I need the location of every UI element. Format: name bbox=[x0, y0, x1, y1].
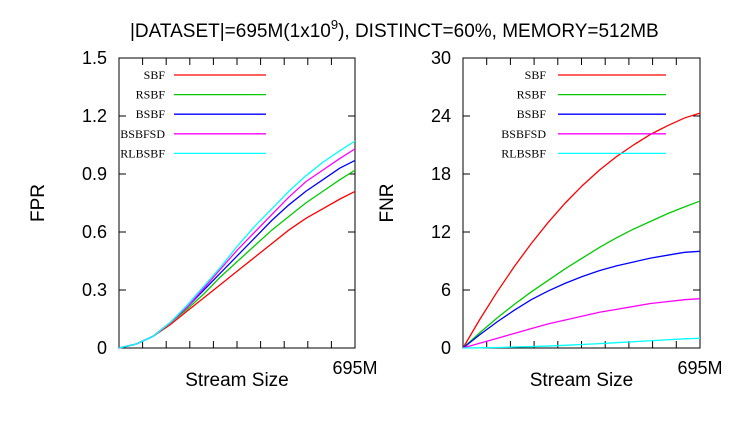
series-line-rlbsbf bbox=[118, 140, 356, 349]
series-line-rlbsbf bbox=[462, 337, 701, 349]
legend-label-bsbf: BSBF bbox=[136, 107, 166, 121]
y-tick-label: 1.2 bbox=[82, 106, 107, 126]
y-tick-label: 6 bbox=[441, 280, 451, 300]
x-axis-label: Stream Size bbox=[185, 370, 288, 391]
series-line-rsbf bbox=[118, 169, 356, 349]
y-tick-label: 0 bbox=[97, 338, 107, 358]
series-line-bsbf bbox=[462, 250, 701, 349]
x-tick-label: 695M bbox=[332, 358, 377, 378]
series-line-sbf bbox=[118, 190, 356, 349]
y-tick-label: 30 bbox=[431, 48, 451, 68]
y-tick-label: 0.9 bbox=[82, 164, 107, 184]
fnr-chart: 0 6 12 18 24 30 695M Stream Size FNR SBF RSBF BSBF B… bbox=[377, 48, 723, 391]
legend-label-rlbsbf: RLBSBF bbox=[120, 146, 165, 160]
legend-label-bsbfsd: BSBFSD bbox=[501, 127, 546, 141]
series-line-bsbfsd bbox=[462, 298, 701, 349]
legend-label-bsbf: BSBF bbox=[517, 107, 547, 121]
legend-label-sbf: SBF bbox=[525, 68, 547, 82]
legend-label-sbf: SBF bbox=[144, 68, 166, 82]
y-tick-label: 18 bbox=[431, 164, 451, 184]
figure-title: |DATASET|=695M(1x109), DISTINCT=60%, MEM… bbox=[130, 17, 659, 42]
y-tick-label: 0 bbox=[441, 338, 451, 358]
y-tick-label: 24 bbox=[431, 106, 451, 126]
x-axis-label: Stream Size bbox=[530, 370, 633, 391]
fpr-chart: 0 0.3 0.6 0.9 1.2 1.5 695M Stream Size FPR SBF RSB… bbox=[28, 48, 378, 391]
legend-label-rlbsbf: RLBSBF bbox=[501, 146, 546, 160]
legend-label-bsbfsd: BSBFSD bbox=[120, 127, 165, 141]
legend-label-rsbf: RSBF bbox=[136, 88, 166, 102]
y-axis-label: FPR bbox=[28, 184, 49, 222]
series-line-bsbfsd bbox=[118, 148, 356, 349]
legend-label-rsbf: RSBF bbox=[517, 88, 547, 102]
series-line-rsbf bbox=[462, 200, 701, 349]
plot-frame bbox=[462, 57, 701, 349]
x-tick-label: 695M bbox=[677, 358, 722, 378]
y-tick-label: 0.6 bbox=[82, 222, 107, 242]
series-line-sbf bbox=[462, 112, 701, 349]
y-axis-label: FNR bbox=[377, 183, 398, 222]
series-line-bsbf bbox=[118, 159, 356, 349]
y-tick-label: 0.3 bbox=[82, 280, 107, 300]
y-tick-label: 12 bbox=[431, 222, 451, 242]
y-tick-label: 1.5 bbox=[82, 48, 107, 68]
